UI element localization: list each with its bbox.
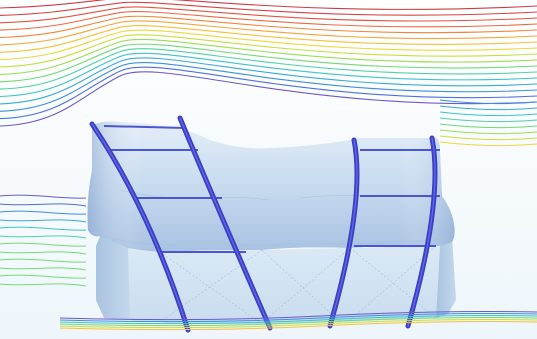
streamline-upper xyxy=(0,29,537,61)
streamline-ground xyxy=(59,321,537,331)
streamline-wake xyxy=(439,141,537,147)
streamlines-back xyxy=(0,0,537,147)
streamline-windward xyxy=(0,235,87,239)
streamline-upper xyxy=(0,57,537,105)
right-wall-side xyxy=(436,236,456,318)
streamline-windward xyxy=(0,267,87,271)
streamline-ground xyxy=(59,313,537,323)
streamline-upper xyxy=(0,20,537,46)
streamline-upper xyxy=(0,10,537,31)
streamline-windward xyxy=(0,258,87,263)
streamline-wake xyxy=(439,111,537,117)
streamline-windward xyxy=(0,194,87,199)
membrane-structure xyxy=(87,115,456,333)
streamlines-front xyxy=(0,194,537,331)
streamline-upper xyxy=(0,34,537,68)
wall-bracing xyxy=(159,245,437,325)
streamline-upper xyxy=(0,38,537,75)
streamline-upper xyxy=(0,25,537,53)
streamline-wake xyxy=(439,129,537,135)
streamline-ground xyxy=(59,315,537,325)
streamline-windward xyxy=(0,203,87,207)
streamline-windward xyxy=(0,251,87,255)
streamline-ground xyxy=(59,317,537,327)
roof-membrane-shading xyxy=(87,121,455,252)
streamline-ground xyxy=(59,311,537,321)
streamline-windward xyxy=(0,219,87,223)
streamline-wake xyxy=(439,123,537,129)
streamline-windward xyxy=(0,283,87,287)
arches xyxy=(89,115,438,333)
streamline-wake xyxy=(439,99,537,105)
streamline-wake xyxy=(439,105,537,111)
streamline-upper xyxy=(0,0,537,10)
left-wall-side xyxy=(96,236,130,320)
horizontal-cables xyxy=(103,125,440,253)
front-wall xyxy=(128,246,440,324)
streamline-windward xyxy=(0,226,87,231)
streamline-upper xyxy=(0,1,537,16)
streamline-upper xyxy=(0,48,537,90)
streamline-upper xyxy=(0,15,537,39)
streamline-upper xyxy=(0,66,537,120)
streamline-upper xyxy=(0,52,537,98)
streamline-upper xyxy=(0,43,537,83)
streamline-windward xyxy=(0,210,87,215)
streamline-wake xyxy=(439,117,537,123)
streamline-ground xyxy=(59,319,537,329)
streamline-wake xyxy=(439,135,537,141)
streamline-upper xyxy=(0,71,537,127)
streamline-windward xyxy=(0,274,87,279)
streamline-upper xyxy=(0,6,537,24)
streamline-upper xyxy=(0,62,537,112)
streamline-windward xyxy=(0,242,87,247)
